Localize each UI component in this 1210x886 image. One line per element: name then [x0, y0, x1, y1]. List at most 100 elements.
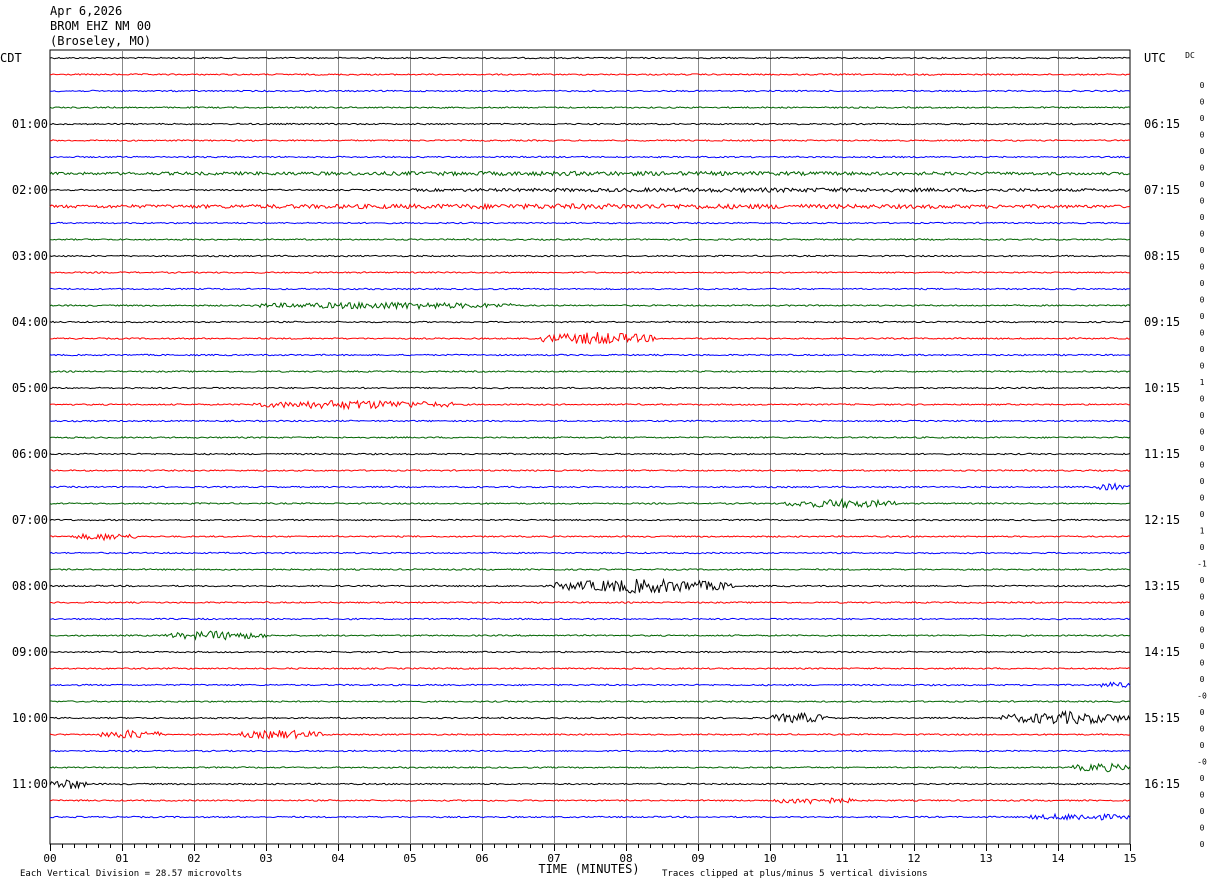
x-tick-label: 02: [187, 852, 200, 865]
right-hour-label: 11:15: [1144, 447, 1180, 461]
trace-line: [49, 436, 1131, 439]
x-tick-label: 08: [619, 852, 632, 865]
x-tick-label: 15: [1123, 852, 1136, 865]
trace-line: [49, 482, 1131, 491]
right-hour-label: 06:15: [1144, 117, 1180, 131]
dc-offset-value: 0: [1200, 411, 1205, 420]
trace-line: [49, 287, 1131, 291]
left-hour-label: 05:00: [12, 381, 48, 395]
plot-date: Apr 6,2026: [50, 4, 123, 18]
trace-line: [49, 202, 1131, 211]
x-tick-label: 01: [115, 852, 128, 865]
trace-line: [49, 797, 1131, 805]
dc-offset-value: 0: [1200, 840, 1205, 849]
trace-line: [49, 254, 1131, 258]
right-hour-label: 10:15: [1144, 381, 1180, 395]
dc-offset-value: 0: [1200, 593, 1205, 602]
trace-line: [49, 551, 1131, 555]
right-hour-label: 07:15: [1144, 183, 1180, 197]
dc-offset-value: 0: [1200, 741, 1205, 750]
dc-offset-value: 0: [1200, 114, 1205, 123]
x-tick-label: 06: [475, 852, 488, 865]
trace-line: [49, 56, 1131, 60]
right-hour-label: 15:15: [1144, 711, 1180, 725]
dc-offset-value: 0: [1200, 164, 1205, 173]
x-tick-label: 11: [835, 852, 848, 865]
dc-offset-value: 0: [1200, 230, 1205, 239]
dc-offset-value: 0: [1200, 296, 1205, 305]
dc-offset-value: 0: [1200, 246, 1205, 255]
trace-line: [49, 89, 1131, 93]
x-tick-label: 03: [259, 852, 272, 865]
dc-offset-value: 0: [1200, 576, 1205, 585]
dc-offset-value: 0: [1200, 675, 1205, 684]
dc-offset-value: 0: [1200, 279, 1205, 288]
x-tick-label: 05: [403, 852, 416, 865]
x-tick-label: 00: [43, 852, 56, 865]
dc-offset-value: 0: [1200, 345, 1205, 354]
dc-offset-value: 0: [1200, 444, 1205, 453]
trace-line: [49, 271, 1131, 274]
left-hour-label: 04:00: [12, 315, 48, 329]
x-tick-label: 14: [1051, 852, 1065, 865]
plot-frame: [49, 49, 1131, 845]
left-hour-label: 01:00: [12, 117, 48, 131]
left-hour-label: 09:00: [12, 645, 48, 659]
dc-offset-value: 0: [1200, 81, 1205, 90]
dc-offset-value: 0: [1200, 329, 1205, 338]
trace-line: [49, 73, 1131, 76]
dc-offset-value: 0: [1200, 708, 1205, 717]
vertical-division-note: Each Vertical Division = 28.57 microvolt…: [20, 869, 242, 879]
clip-note: Traces clipped at plus/minus 5 vertical …: [662, 869, 928, 879]
trace-line: [49, 681, 1131, 688]
dc-offset-value: 0: [1200, 824, 1205, 833]
dc-offset-value: -0: [1197, 758, 1207, 767]
trace-line: [49, 221, 1131, 225]
dc-offset-value: 0: [1200, 543, 1205, 552]
left-hour-label: 10:00: [12, 711, 48, 725]
trace-line: [49, 155, 1131, 159]
x-axis-title: TIME (MINUTES): [538, 862, 639, 876]
dc-offset-value: 0: [1200, 362, 1205, 371]
x-tick-label: 10: [763, 852, 776, 865]
dc-offset-value: 0: [1200, 147, 1205, 156]
left-hour-label: 06:00: [12, 447, 48, 461]
trace-line: [50, 601, 1131, 604]
trace-line: [49, 650, 1131, 654]
dc-offset-value: 0: [1200, 791, 1205, 800]
trace-line: [49, 186, 1131, 194]
x-tick-label: 04: [331, 852, 345, 865]
right-hour-label: 09:15: [1144, 315, 1180, 329]
trace-line: [49, 320, 1131, 324]
trace-line: [49, 762, 1131, 773]
station-location: (Broseley, MO): [50, 34, 152, 48]
x-tick-label: 09: [691, 852, 704, 865]
trace-line: [49, 139, 1131, 142]
right-hour-label: 13:15: [1144, 579, 1180, 593]
left-hour-label: 07:00: [12, 513, 48, 527]
dc-offset-value: -0: [1197, 692, 1207, 701]
trace-line: [49, 238, 1131, 241]
trace-line: [49, 630, 1131, 641]
dc-offset-value: 0: [1200, 395, 1205, 404]
trace-line: [49, 419, 1131, 423]
trace-line: [50, 700, 1131, 703]
dc-offset-value: 0: [1200, 213, 1205, 222]
minute-grid: [49, 49, 1131, 851]
trace-line: [49, 122, 1131, 126]
dc-offset-value: 1: [1200, 378, 1205, 387]
left-axis-title: CDT: [0, 51, 22, 65]
x-tick-label: 13: [979, 852, 992, 865]
dc-offset-value: 0: [1200, 98, 1205, 107]
right-hour-label: UTC: [1144, 51, 1166, 65]
trace-line: [49, 729, 1131, 740]
dc-offset-value: 0: [1200, 461, 1205, 470]
trace-line: [49, 568, 1131, 571]
dc-offset-value: 0: [1200, 180, 1205, 189]
trace-line: [49, 812, 1131, 822]
dc-offset-value: 0: [1200, 312, 1205, 321]
dc-offset-value: 0: [1200, 642, 1205, 651]
axis-labels: 00 01 02 03 04 05 06 07 08 09 10 11 12 13 14 15CDT01:00…: [0, 51, 1207, 879]
trace-line: [49, 300, 1131, 311]
dc-offset-value: 0: [1200, 725, 1205, 734]
